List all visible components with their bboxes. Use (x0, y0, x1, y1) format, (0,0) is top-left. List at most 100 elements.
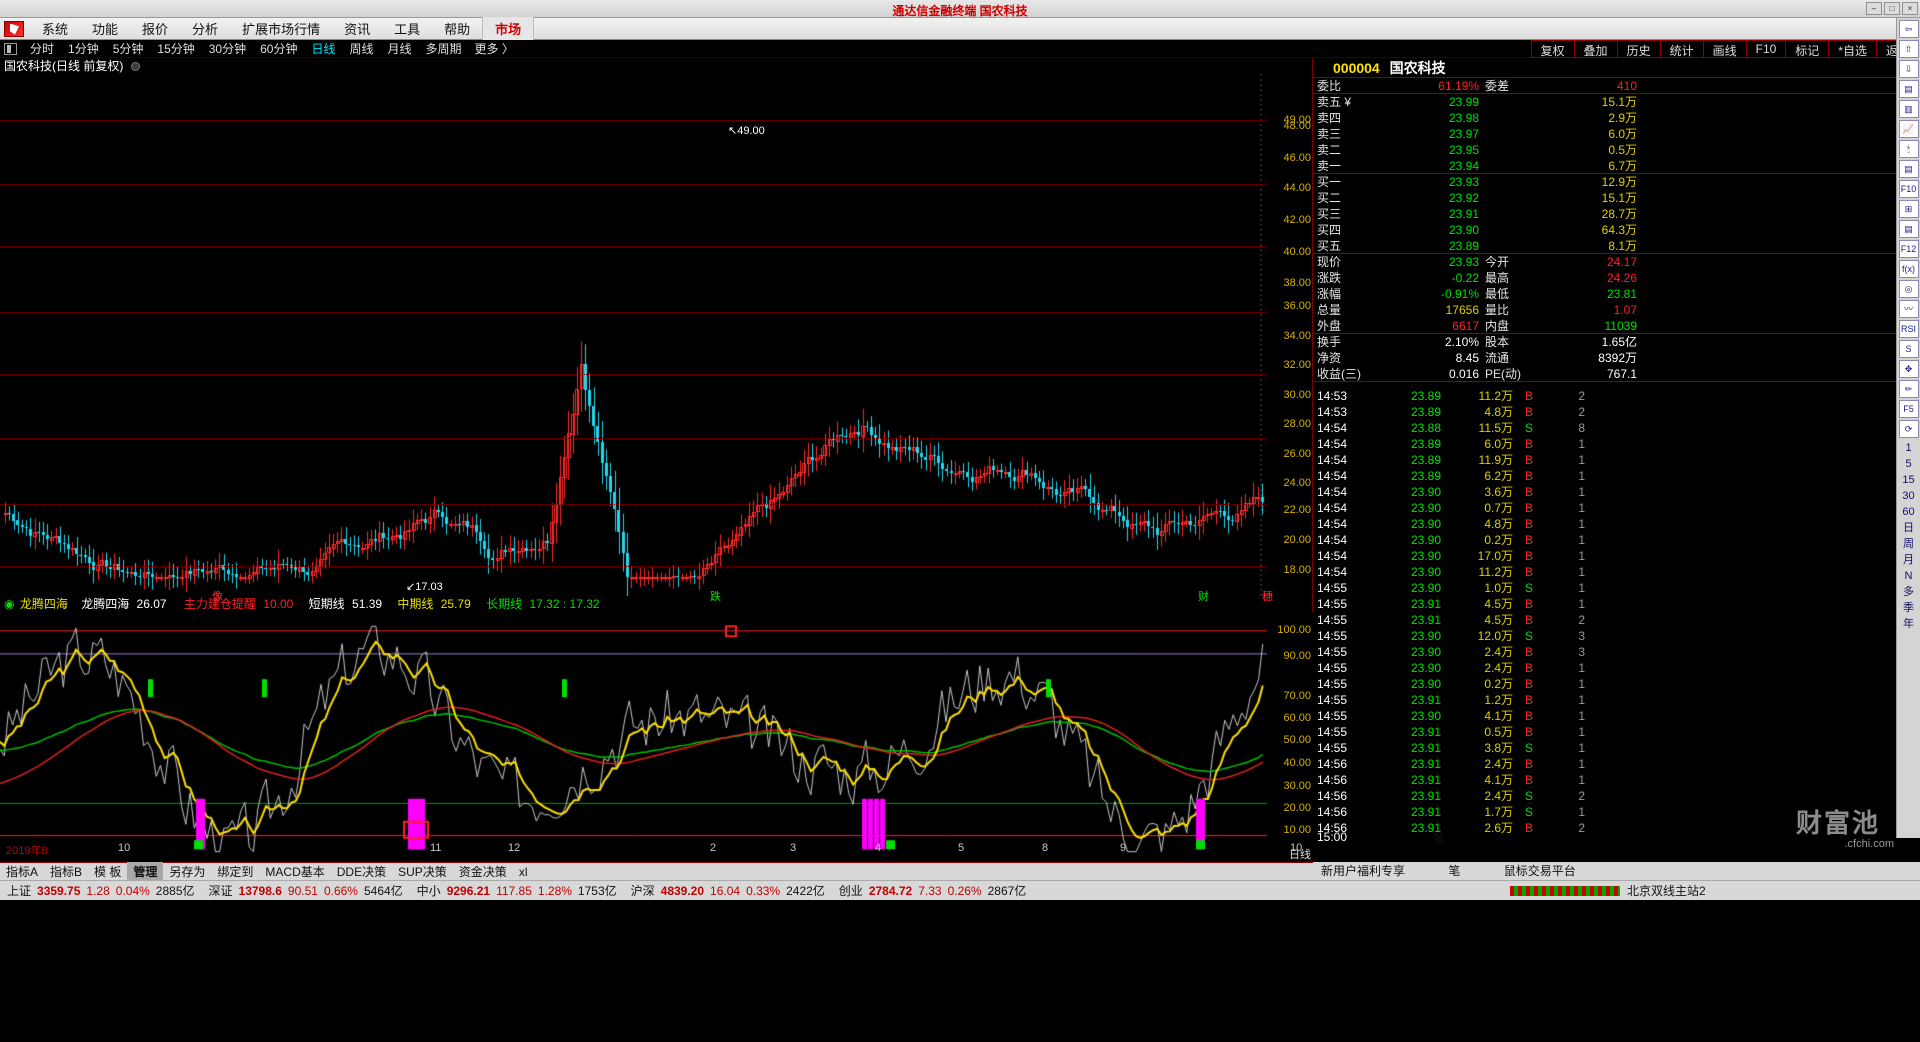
toolbar-icon[interactable]: F12 (1898, 240, 1919, 258)
button-statistics[interactable]: 统计 (1659, 40, 1703, 58)
period-shortcut-季[interactable]: 季 (1903, 602, 1914, 614)
indicator-tab-SUP决策[interactable]: SUP决策 (398, 865, 447, 879)
tick-row[interactable]: 14:56 23.91 2.4万 S 2 (1313, 788, 1643, 804)
toolbar-icon[interactable]: RSI (1898, 320, 1919, 338)
tick-row[interactable]: 14:55 23.90 4.1万 B 1 (1313, 708, 1643, 724)
index-item-深证[interactable]: 深证 13798.6 90.51 0.66% 5464亿 (202, 882, 410, 899)
tick-row[interactable]: 14:56 23.91 2.6万 B 2 (1313, 820, 1643, 836)
toolbar-icon[interactable]: ▤ (1898, 80, 1919, 98)
tick-row[interactable]: 14:56 23.91 1.7万 S 1 (1313, 804, 1643, 820)
settings-dot-icon[interactable] (130, 62, 140, 71)
toolbar-icon[interactable]: ▤ (1898, 220, 1919, 238)
toolbar-icon[interactable]: S (1898, 340, 1919, 358)
tick-row[interactable]: 14:54 23.89 11.9万 B 1 (1313, 452, 1643, 468)
menu-item-extended-market[interactable]: 扩展市场行情 (242, 22, 321, 37)
button-drawline[interactable]: 画线 (1702, 40, 1746, 58)
menu-item-market[interactable]: 市场 (482, 17, 535, 40)
toolbar-icon[interactable]: ▤ (1898, 160, 1919, 178)
period-weekly[interactable]: 周线 (349, 42, 374, 56)
toolbar-icon[interactable]: ⇩ (1898, 60, 1919, 78)
menu-item-system[interactable]: 系统 (42, 22, 69, 37)
index-item-上证[interactable]: 上证 3359.75 1.28 0.04% 2885亿 (0, 882, 202, 899)
period-minute[interactable]: 分时 (30, 42, 55, 56)
toolbar-icon[interactable]: ⇦ (1898, 20, 1919, 38)
toolbar-icon[interactable]: ▥ (1898, 100, 1919, 118)
tick-row[interactable]: 14:56 23.91 2.4万 B 1 (1313, 756, 1643, 772)
menu-item-tools[interactable]: 工具 (394, 22, 421, 37)
button-mark[interactable]: 标记 (1785, 40, 1829, 58)
tick-row[interactable]: 14:54 23.90 3.6万 B 1 (1313, 484, 1643, 500)
period-shortcut-5[interactable]: 5 (1905, 458, 1912, 470)
maximize-button[interactable]: □ (1884, 2, 1900, 15)
tick-row[interactable]: 14:55 23.91 3.8万 S 1 (1313, 740, 1643, 756)
tick-row[interactable]: 14:53 23.89 11.2万 B 2 (1313, 388, 1643, 404)
index-item-中小[interactable]: 中小 9296.21 117.85 1.28% 1753亿 (410, 882, 624, 899)
menu-item-help[interactable]: 帮助 (444, 22, 471, 37)
period-shortcut-年[interactable]: 年 (1903, 618, 1914, 630)
toolbar-icon[interactable]: 〰 (1898, 300, 1919, 318)
tick-row[interactable]: 14:54 23.90 0.7万 B 1 (1313, 500, 1643, 516)
period-more[interactable]: 更多 〉 (474, 42, 514, 56)
toolbar-icon[interactable]: F5 (1898, 400, 1919, 418)
price-chart-canvas[interactable] (0, 74, 1267, 596)
period-15min[interactable]: 15分钟 (157, 42, 195, 56)
indicator-tab-模 板[interactable]: 模 板 (94, 865, 122, 879)
toolbar-icon[interactable]: 📈 (1898, 120, 1919, 138)
menu-item-news[interactable]: 资讯 (344, 22, 371, 37)
tick-row[interactable]: 14:54 23.90 4.8万 B 1 (1313, 516, 1643, 532)
tick-row[interactable]: 14:55 23.90 1.0万 S 1 (1313, 580, 1643, 596)
toolbar-icon[interactable]: ✥ (1898, 360, 1919, 378)
tick-row[interactable]: 14:54 23.90 17.0万 B 1 (1313, 548, 1643, 564)
indicator-name[interactable]: 龙腾四海 (19, 597, 68, 611)
period-shortcut-15[interactable]: 15 (1902, 474, 1915, 486)
toolbar-icon[interactable]: F10 (1898, 180, 1919, 198)
toolbar-icon[interactable]: f(x) (1898, 260, 1919, 278)
promo-bar[interactable]: 新用户福利专享 笔 鼠标交易平台 (1313, 862, 1920, 880)
tick-row[interactable]: 14:55 23.90 12.0万 S 3 (1313, 628, 1643, 644)
toolbar-icon[interactable]: ⇧ (1898, 40, 1919, 58)
period-shortcut-30[interactable]: 30 (1902, 490, 1915, 502)
period-shortcut-60[interactable]: 60 (1902, 506, 1915, 518)
toolbar-icon[interactable]: ⟳ (1898, 420, 1919, 438)
tick-row[interactable]: 14:55 23.91 1.2万 B 1 (1313, 692, 1643, 708)
indicator-tab-MACD基本[interactable]: MACD基本 (265, 865, 325, 879)
tick-row[interactable]: 14:53 23.89 4.8万 B 2 (1313, 404, 1643, 420)
period-shortcut-多[interactable]: 多 (1903, 586, 1914, 598)
indicator-tab-绑定到[interactable]: 绑定到 (217, 865, 254, 879)
toolbar-icon[interactable]: ✏ (1898, 380, 1919, 398)
button-overlay[interactable]: 叠加 (1573, 40, 1617, 58)
minimize-button[interactable]: – (1866, 2, 1882, 15)
tick-row[interactable]: 14:55 23.91 4.5万 B 2 (1313, 612, 1643, 628)
button-f10[interactable]: F10 (1745, 40, 1786, 58)
indicator-tab-指标B[interactable]: 指标B (50, 865, 83, 879)
menu-item-analysis[interactable]: 分析 (192, 22, 219, 37)
tick-row[interactable]: 14:55 23.90 0.2万 B 1 (1313, 676, 1643, 692)
period-60min[interactable]: 60分钟 (260, 42, 298, 56)
indicator-canvas[interactable] (0, 612, 1267, 862)
period-shortcut-N[interactable]: N (1904, 570, 1913, 582)
tick-row[interactable]: 14:55 23.90 2.4万 B 1 (1313, 660, 1643, 676)
indicator-tab-指标A[interactable]: 指标A (6, 865, 39, 879)
toolbar-icon[interactable]: 🕯 (1898, 140, 1919, 158)
layout-icon[interactable] (4, 42, 17, 55)
toolbar-icon[interactable]: ◎ (1898, 280, 1919, 298)
tick-row[interactable]: 14:54 23.89 6.0万 B 1 (1313, 436, 1643, 452)
index-item-沪深[interactable]: 沪深 4839.20 16.04 0.33% 2422亿 (624, 882, 832, 899)
tick-row[interactable]: 14:54 23.88 11.5万 S 8 (1313, 420, 1643, 436)
indicator-tab-DDE决策[interactable]: DDE决策 (336, 865, 387, 879)
indicator-tab-xl[interactable]: xl (518, 864, 528, 879)
menu-item-function[interactable]: 功能 (92, 22, 119, 37)
button-watchlist[interactable]: *自选 (1828, 40, 1876, 58)
period-shortcut-周[interactable]: 周 (1903, 538, 1914, 550)
indicator-tab-另存为[interactable]: 另存为 (169, 865, 206, 879)
tick-row[interactable]: 14:54 23.89 6.2万 B 1 (1313, 468, 1643, 484)
tick-row[interactable]: 14:56 23.91 4.1万 B 1 (1313, 772, 1643, 788)
toolbar-icon[interactable]: ⊞ (1898, 200, 1919, 218)
tick-row[interactable]: 14:54 23.90 0.2万 B 1 (1313, 532, 1643, 548)
tick-row[interactable]: 14:55 23.90 2.4万 B 3 (1313, 644, 1643, 660)
period-30min[interactable]: 30分钟 (208, 42, 247, 56)
indicator-tab-资金决策[interactable]: 资金决策 (458, 865, 507, 879)
button-history[interactable]: 历史 (1616, 40, 1660, 58)
index-item-创业[interactable]: 创业 2784.72 7.33 0.26% 2867亿 (832, 882, 1034, 899)
